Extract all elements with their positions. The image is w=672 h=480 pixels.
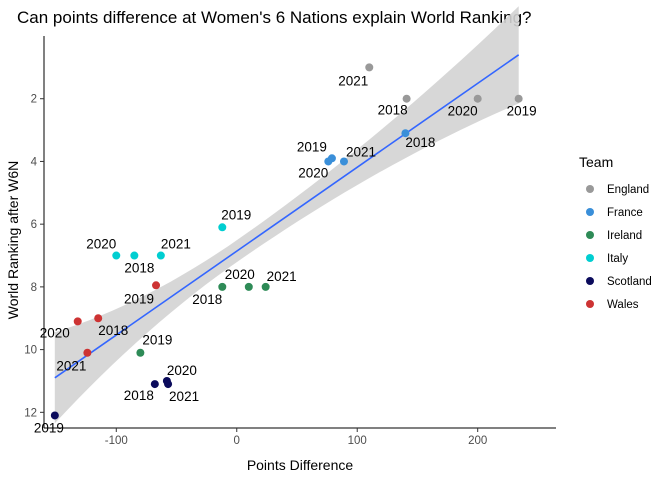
y-tick-label: 4 — [31, 156, 38, 168]
legend-swatch — [586, 277, 594, 285]
legend-swatch — [586, 208, 594, 216]
legend-swatch — [586, 254, 594, 262]
point-label: 2019 — [124, 291, 154, 306]
legend-label: Scotland — [607, 276, 652, 288]
y-tick-label: 10 — [24, 345, 37, 357]
trend-line — [54, 54, 520, 379]
chart-title: Can points difference at Women's 6 Natio… — [17, 8, 531, 27]
data-point — [150, 380, 159, 389]
point-label: 2020 — [40, 325, 70, 340]
data-point — [152, 281, 161, 290]
legend-label: Italy — [607, 253, 628, 265]
point-label: 2020 — [448, 104, 478, 119]
point-label: 2021 — [169, 389, 199, 404]
point-label: 2019 — [221, 207, 251, 222]
data-point — [156, 251, 165, 260]
data-point — [73, 317, 82, 326]
legend-label: England — [607, 184, 649, 196]
point-label: 2020 — [86, 237, 116, 252]
point-label: 2020 — [225, 267, 255, 282]
y-axis-title: World Ranking after W6N — [5, 161, 21, 319]
data-point — [261, 282, 270, 291]
data-point — [244, 282, 253, 291]
point-label: 2021 — [338, 73, 368, 88]
data-point — [130, 251, 139, 260]
x-tick-label: 0 — [234, 435, 240, 447]
point-label: 2019 — [34, 420, 64, 435]
data-point — [112, 251, 121, 260]
data-point — [218, 282, 227, 291]
point-label: 2019 — [142, 333, 172, 348]
data-point — [83, 348, 92, 357]
axes-layer: -100 0 100 200 2 4 6 8 10 12 — [24, 36, 556, 447]
point-label: 2019 — [297, 139, 327, 154]
y-tick-label: 2 — [31, 94, 37, 106]
data-point — [402, 94, 411, 103]
confidence-band-layer — [54, 6, 519, 424]
data-point — [94, 314, 103, 323]
legend-label: Wales — [607, 299, 639, 311]
legend-label: Ireland — [607, 230, 642, 242]
point-label: 2020 — [298, 165, 328, 180]
data-point — [218, 223, 227, 232]
x-tick-label: 200 — [468, 435, 487, 447]
trend-line-layer — [54, 54, 520, 379]
legend-swatch — [586, 231, 594, 239]
legend-label: France — [607, 207, 643, 219]
legend: Team England France Ireland Italy Scotland Wa… — [579, 154, 652, 311]
y-tick-label: 6 — [31, 219, 37, 231]
data-point — [473, 94, 482, 103]
legend-swatch — [586, 300, 594, 308]
data-point — [136, 348, 145, 357]
x-axis-title: Points Difference — [247, 457, 354, 473]
point-label: 2018 — [124, 261, 154, 276]
data-point — [50, 411, 59, 420]
data-point — [401, 129, 410, 138]
data-point — [164, 380, 173, 389]
point-label: 2021 — [161, 237, 191, 252]
data-point — [324, 157, 333, 166]
x-tick-label: 100 — [348, 435, 367, 447]
point-label: 2021 — [267, 269, 297, 284]
point-label: 2018 — [378, 103, 408, 118]
x-tick-label: -100 — [105, 435, 128, 447]
point-label: 2021 — [56, 359, 86, 374]
data-point — [514, 94, 523, 103]
data-point — [339, 157, 348, 166]
point-labels-layer: 2018 2019 2020 2021 2018 2019 2020 2021 2018 2019… — [34, 73, 537, 435]
point-label: 2018 — [405, 135, 435, 150]
data-point — [365, 63, 374, 72]
legend-swatch — [586, 185, 594, 193]
point-label: 2018 — [124, 388, 154, 403]
legend-title: Team — [579, 154, 613, 170]
point-label: 2021 — [346, 144, 376, 159]
y-tick-label: 8 — [31, 282, 37, 294]
confidence-band — [54, 6, 519, 424]
points-layer — [50, 63, 523, 420]
point-label: 2019 — [507, 104, 537, 119]
point-label: 2018 — [192, 292, 222, 307]
y-tick-label: 12 — [24, 407, 37, 419]
point-label: 2018 — [98, 323, 128, 338]
point-label: 2020 — [167, 363, 197, 378]
